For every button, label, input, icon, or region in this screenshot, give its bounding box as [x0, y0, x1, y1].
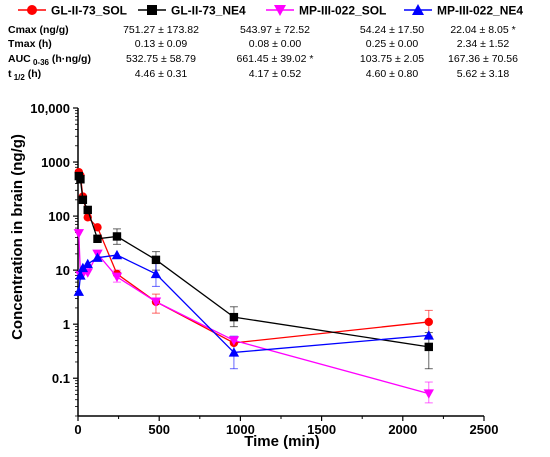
x-tick-label: 2000: [388, 422, 417, 437]
legend-item: MP-III-022_SOL: [266, 4, 386, 18]
pk-value: 4.17 ± 0.52: [249, 68, 302, 80]
series-mp-iii-022-ne4: [73, 249, 434, 357]
data-point: [112, 232, 122, 241]
y-axis-label: Concentration in brain (ng/g): [9, 134, 26, 340]
pk-row-label: t 1/2 (h): [8, 68, 41, 82]
pk-value: 4.60 ± 0.80: [366, 68, 419, 80]
legend-item: GL-II-73_NE4: [138, 4, 246, 18]
pk-row-label: Cmax (ng/g): [8, 24, 69, 36]
pk-row-label: Tmax (h): [8, 38, 52, 50]
pk-value: 54.24 ± 17.50: [360, 24, 424, 36]
pk-value: 103.75 ± 2.05: [360, 53, 424, 65]
data-point: [76, 175, 85, 184]
x-tick-label: 500: [148, 422, 170, 437]
y-tick-label: 10,000: [30, 101, 70, 116]
y-tick-label: 10: [56, 263, 70, 278]
pk-value: 0.08 ± 0.00: [249, 38, 302, 50]
data-point: [423, 389, 434, 399]
pk-row: AUC 0-36 (h·ng/g) 532.75 ± 58.79 661.45 ± …: [8, 53, 518, 67]
data-point: [111, 272, 123, 283]
series-mp-iii-022-sol: [73, 229, 434, 399]
y-tick-label: 1: [63, 317, 70, 332]
y-tick-label: 100: [48, 209, 70, 224]
data-point: [424, 342, 433, 352]
legend-item: GL-II-73_SOL: [18, 4, 127, 18]
pk-value: 751.27 ± 173.82: [123, 24, 199, 36]
pk-value: 661.45 ± 39.02 *: [237, 53, 314, 65]
data-point: [93, 223, 102, 232]
data-point: [73, 286, 85, 296]
pk-row-label: AUC 0-36 (h·ng/g): [8, 53, 91, 67]
pk-value: 532.75 ± 58.79: [126, 53, 196, 65]
legend-label: GL-II-73_SOL: [51, 4, 127, 18]
legend-label: MP-III-022_SOL: [299, 4, 386, 18]
pk-value: 0.25 ± 0.00: [366, 38, 419, 50]
x-axis-label: Time (min): [244, 433, 320, 450]
legend-item: MP-III-022_NE4: [404, 4, 523, 18]
data-point: [151, 255, 161, 265]
series-line: [78, 171, 429, 344]
series-gl-ii-73-ne4: [74, 171, 433, 352]
data-point: [77, 262, 89, 273]
data-point: [228, 336, 240, 346]
series-line: [78, 254, 429, 354]
pk-table: Cmax (ng/g) 751.27 ± 173.82 543.97 ± 72.52…: [8, 24, 518, 82]
legend-label: MP-III-022_NE4: [437, 4, 523, 18]
y-tick-label: 1000: [41, 155, 70, 170]
legend: GL-II-73_SOL GL-II-73_NE4 MP-III-022_SOL MP…: [18, 4, 523, 18]
legend-marker: [27, 5, 37, 15]
x-tick-label: 1000: [226, 422, 255, 437]
data-point: [83, 205, 92, 215]
legend-marker: [412, 4, 424, 15]
pk-value: 2.34 ± 1.52: [457, 38, 510, 50]
x-tick-label: 1500: [307, 422, 336, 437]
pk-value: 4.46 ± 0.31: [135, 68, 188, 80]
data-point: [228, 347, 240, 357]
pk-value: 543.97 ± 72.52: [240, 24, 310, 36]
legend-marker: [147, 5, 157, 15]
data-point: [92, 252, 103, 262]
data-point: [150, 268, 162, 279]
data-point: [424, 317, 433, 327]
data-point: [111, 249, 123, 260]
plot-area: 0 500 1000 1500 2000 2500 10,000 1000 100 10 1 0.1: [30, 101, 498, 437]
data-point: [82, 258, 93, 269]
data-point: [150, 297, 162, 307]
legend-marker: [274, 5, 286, 16]
legend-label: GL-II-73_NE4: [171, 4, 246, 18]
x-tick-label: 2500: [470, 422, 499, 437]
pk-value: 167.36 ± 70.56: [448, 53, 518, 65]
x-tick-label: 0: [74, 422, 81, 437]
y-tick-label: 0.1: [52, 371, 70, 386]
data-point: [73, 229, 85, 239]
data-point: [423, 330, 434, 340]
pk-value: 0.13 ± 0.09: [135, 38, 188, 50]
pk-row: t 1/2 (h) 4.46 ± 0.31 4.17 ± 0.52 4.60 ± 0.…: [8, 68, 509, 82]
data-point: [75, 270, 86, 280]
series-line: [78, 233, 429, 395]
pk-row: Tmax (h) 0.13 ± 0.09 0.08 ± 0.00 0.25 ± 0.0…: [8, 38, 509, 50]
data-point: [78, 195, 88, 205]
pk-value: 22.04 ± 8.05 *: [450, 24, 515, 36]
pk-row: Cmax (ng/g) 751.27 ± 173.82 543.97 ± 72.52…: [8, 24, 516, 36]
data-point: [229, 312, 239, 322]
data-point: [93, 234, 102, 244]
pk-value: 5.62 ± 3.18: [457, 68, 510, 80]
